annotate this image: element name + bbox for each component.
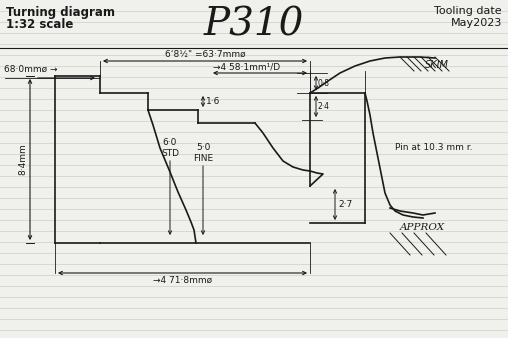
Text: APPROX: APPROX bbox=[400, 223, 445, 233]
Text: 68·0mmø →: 68·0mmø → bbox=[4, 65, 57, 74]
Text: Pin at 10.3 mm r.: Pin at 10.3 mm r. bbox=[395, 144, 472, 152]
Text: 6·0
STD: 6·0 STD bbox=[161, 138, 179, 158]
Text: 2·7: 2·7 bbox=[338, 200, 352, 209]
Text: Turning diagram: Turning diagram bbox=[6, 6, 115, 19]
Text: P310: P310 bbox=[204, 6, 304, 44]
Text: Tooling date: Tooling date bbox=[434, 6, 502, 16]
Text: 6‘8½" =63·7mmø: 6‘8½" =63·7mmø bbox=[165, 50, 245, 59]
Text: →4 58·1mm¹/D: →4 58·1mm¹/D bbox=[213, 63, 280, 72]
Text: 1·6: 1·6 bbox=[206, 97, 220, 106]
Text: SKIM: SKIM bbox=[425, 60, 449, 70]
Text: 1:32 scale: 1:32 scale bbox=[6, 18, 73, 31]
Text: →4 71·8mmø: →4 71·8mmø bbox=[153, 276, 212, 285]
Text: 0·8: 0·8 bbox=[318, 78, 330, 88]
Text: 2·4: 2·4 bbox=[318, 102, 330, 111]
Text: May2023: May2023 bbox=[451, 18, 502, 28]
Text: 5·0
FINE: 5·0 FINE bbox=[193, 143, 213, 163]
Text: 8·4mm: 8·4mm bbox=[18, 144, 27, 175]
